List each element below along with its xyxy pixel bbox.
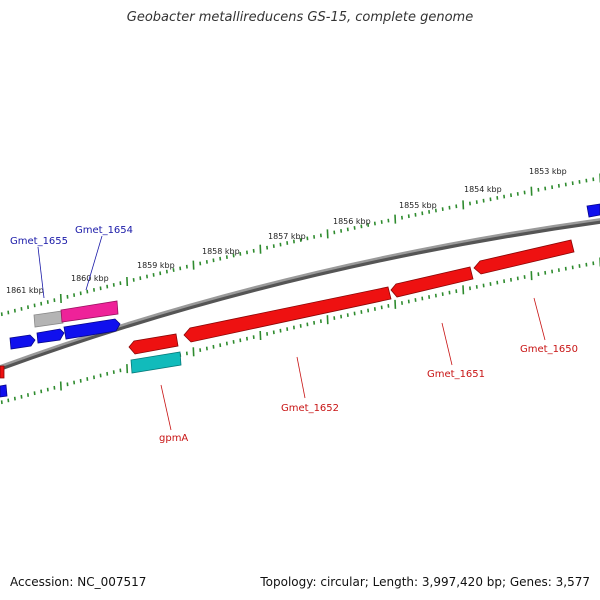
gene-forward-arrow[interactable] bbox=[36, 328, 65, 344]
leader-gmet-1651 bbox=[441, 322, 453, 366]
gene-labels: Gmet_1655 Gmet_1654 gpmA Gmet_1652 Gmet_… bbox=[10, 225, 578, 444]
genome-backbone-highlight bbox=[0, 218, 600, 368]
gene-forward-arrow[interactable] bbox=[0, 384, 8, 398]
gene-forward-arrow[interactable] bbox=[63, 318, 121, 340]
kbp-label-1857: 1857 kbp bbox=[268, 232, 306, 241]
gene-pseudo-block[interactable] bbox=[33, 310, 64, 328]
kbp-label-1860: 1860 kbp bbox=[71, 274, 109, 283]
gene-rna-block[interactable] bbox=[130, 351, 182, 374]
kbp-label-1858: 1858 kbp bbox=[202, 247, 240, 256]
leader-gmet-1652 bbox=[296, 356, 306, 399]
footer-stats: Topology: circular; Length: 3,997,420 bp… bbox=[260, 575, 590, 589]
forward-genes bbox=[0, 203, 600, 398]
gene-forward-arrow[interactable] bbox=[9, 334, 36, 350]
outer-ruler-minor-tick bbox=[172, 268, 175, 272]
gene-label-gmet-1654[interactable]: Gmet_1654 bbox=[75, 225, 133, 236]
gene-reverse-arrow[interactable] bbox=[473, 239, 575, 275]
gene-label-gpma[interactable]: gpmA bbox=[159, 433, 188, 444]
gene-label-gmet-1650[interactable]: Gmet_1650 bbox=[520, 344, 578, 355]
label-leaders bbox=[37, 235, 546, 431]
kbp-label-1861: 1861 kbp bbox=[6, 286, 44, 295]
genome-backbone bbox=[0, 218, 600, 372]
gene-reverse-arrow[interactable] bbox=[128, 333, 179, 355]
gene-forward-arrow[interactable] bbox=[586, 203, 600, 218]
kbp-labels: 1853 kbp 1854 kbp 1855 kbp 1856 kbp 1857… bbox=[6, 167, 567, 295]
leader-gmet-1654 bbox=[85, 235, 103, 291]
outer-ruler bbox=[0, 173, 600, 317]
reverse-genes bbox=[0, 239, 575, 379]
footer-accession: Accession: NC_007517 bbox=[10, 575, 147, 589]
gene-reverse-arrow[interactable] bbox=[390, 266, 474, 298]
kbp-label-1854: 1854 kbp bbox=[464, 185, 502, 194]
kbp-label-1856: 1856 kbp bbox=[333, 217, 371, 226]
gene-highlight-block[interactable] bbox=[60, 300, 119, 323]
gene-reverse-arrow[interactable] bbox=[0, 365, 5, 379]
gene-label-gmet-1652[interactable]: Gmet_1652 bbox=[281, 403, 339, 414]
gene-label-gmet-1655[interactable]: Gmet_1655 bbox=[10, 236, 68, 247]
leader-gmet-1650 bbox=[533, 297, 546, 341]
leader-gpma bbox=[160, 384, 172, 431]
map-title: Geobacter metallireducens GS-15, complet… bbox=[126, 10, 474, 25]
leader-gmet-1655 bbox=[37, 246, 45, 299]
gene-label-gmet-1651[interactable]: Gmet_1651 bbox=[427, 369, 485, 380]
kbp-label-1855: 1855 kbp bbox=[399, 201, 437, 210]
kbp-label-1859: 1859 kbp bbox=[137, 261, 175, 270]
kbp-label-1853: 1853 kbp bbox=[529, 167, 567, 176]
gene-reverse-arrow[interactable] bbox=[183, 286, 392, 343]
